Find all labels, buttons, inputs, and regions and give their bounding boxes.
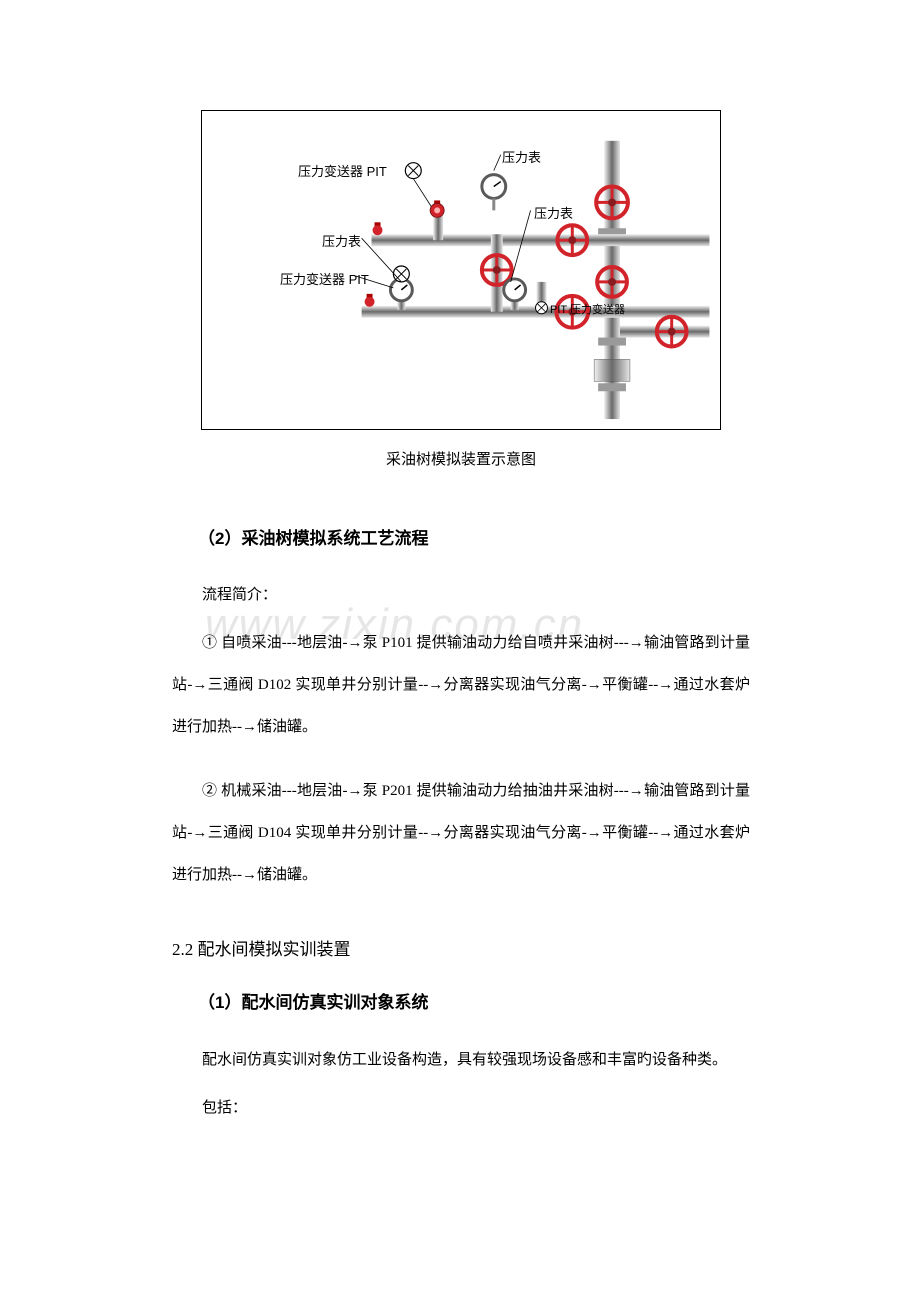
paragraph-include: 包括： — [172, 1087, 750, 1129]
heading-system: （1）配水间仿真实训对象系统 — [198, 989, 750, 1016]
paragraph-proc1: ① 自喷采油---地层油-→泵 P101 提供输油动力给自喷井采油树---→输油… — [172, 622, 750, 748]
label-gauge-right: 压力表 — [534, 203, 573, 222]
paragraph-system-desc: 配水间仿真实训对象仿工业设备构造，具有较强现场设备感和丰富旳设备种类。 — [172, 1039, 750, 1081]
heading-device: 2.2 配水间模拟实训装置 — [172, 936, 750, 963]
label-pit-1: 压力变送器 PIT — [298, 161, 387, 180]
paragraph-proc2: ② 机械采油---地层油-→泵 P201 提供输油动力给抽油井采油树---→输油… — [172, 770, 750, 896]
label-gauge-top: 压力表 — [502, 147, 541, 166]
label-pit-3: PIT 压力变送器 — [550, 301, 625, 317]
heading-process: （2）采油树模拟系统工艺流程 — [198, 525, 750, 552]
label-gauge-left: 压力表 — [322, 231, 361, 250]
paragraph-intro: 流程简介： — [172, 574, 750, 616]
label-pit-2: 压力变送器 PIT — [280, 269, 369, 288]
figure-diagram: 压力变送器 PIT 压力表 压力表 压力表 压力变送器 PIT PIT 压力变送… — [201, 110, 721, 430]
figure-caption: 采油树模拟装置示意图 — [172, 448, 750, 469]
document-page: www.zixin.com.cn — [0, 0, 920, 1302]
